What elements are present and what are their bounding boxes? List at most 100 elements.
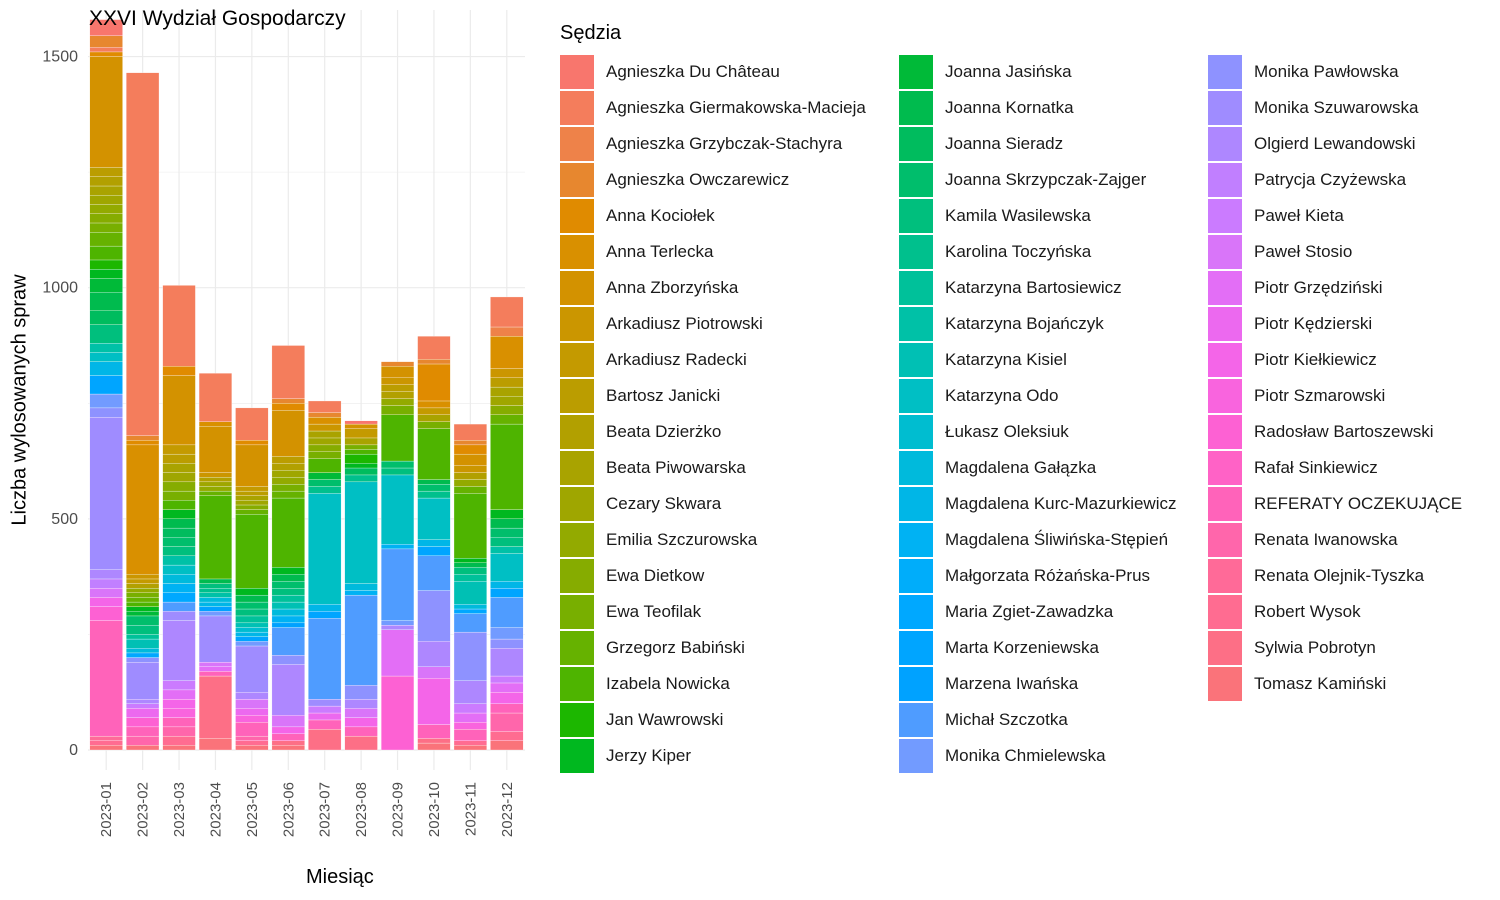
bar-segment	[490, 682, 524, 693]
bar-segment	[89, 740, 123, 746]
legend-label: Agnieszka Grzybczak-Stachyra	[606, 134, 843, 153]
bar-segment	[344, 423, 378, 429]
legend-item: Michał Szczotka	[899, 702, 1068, 738]
legend-label: Paweł Kieta	[1254, 206, 1344, 225]
bar-segment	[308, 611, 342, 619]
bar-segment	[235, 645, 269, 693]
bar-segment	[89, 407, 123, 418]
legend-key	[560, 163, 594, 197]
legend-key	[899, 595, 933, 629]
bar-segment	[344, 481, 378, 584]
legend-label: Arkadiusz Radecki	[606, 350, 747, 369]
legend-label: Renata Iwanowska	[1254, 530, 1398, 549]
legend-label: Jan Wawrowski	[606, 710, 724, 729]
bar-segment	[162, 708, 196, 718]
legend-key	[899, 91, 933, 125]
bar-segment	[453, 444, 487, 455]
legend-item: Sylwia Pobrotyn	[1208, 630, 1376, 666]
legend-item: Arkadiusz Radecki	[560, 342, 747, 378]
bar-segment	[490, 692, 524, 704]
bar-segment	[453, 574, 487, 582]
legend-item: Renata Olejnik-Tyszka	[1208, 558, 1424, 594]
bar-segment	[417, 490, 451, 499]
legend-key	[899, 163, 933, 197]
bar-segment	[490, 423, 524, 510]
x-tick-label: 2023-11	[462, 782, 479, 836]
bar-segment	[126, 717, 160, 728]
legend-key	[560, 739, 594, 773]
legend-key	[560, 415, 594, 449]
legend-key	[1208, 235, 1242, 269]
bar-segment	[162, 444, 196, 455]
bar-segment	[162, 717, 196, 728]
bar-segment	[235, 615, 269, 624]
bar-segment	[162, 518, 196, 529]
legend-item: Magdalena Śliwińska-Stępień	[899, 522, 1168, 558]
legend-item: Jerzy Kiper	[560, 738, 691, 774]
legend-key	[899, 739, 933, 773]
bar-segment	[126, 588, 160, 593]
bar-segment	[89, 222, 123, 233]
legend-key	[560, 343, 594, 377]
bar-segment	[162, 509, 196, 520]
bar-segment	[453, 745, 487, 751]
bar-segment	[490, 597, 524, 628]
bar-segment	[198, 588, 232, 593]
legend-key	[560, 55, 594, 89]
legend-item: Jan Wawrowski	[560, 702, 723, 738]
bar-segment	[271, 456, 305, 464]
bar-segment	[162, 726, 196, 737]
bar-segment	[308, 412, 342, 418]
x-tick-label: 2023-10	[426, 782, 443, 837]
legend-label: REFERATY OCZEKUJĄCE	[1254, 494, 1463, 513]
bar-segment	[235, 500, 269, 506]
bar-segment	[198, 583, 232, 589]
x-tick-label: 2023-09	[390, 782, 407, 837]
bar-segment	[126, 698, 160, 704]
bar-segment	[490, 396, 524, 406]
legend-label: Izabela Nowicka	[606, 674, 730, 693]
bar-segment	[381, 361, 415, 367]
legend-label: Joanna Skrzypczak-Zajger	[945, 170, 1147, 189]
legend-item: Monika Pawłowska	[1208, 54, 1399, 90]
x-tick-label: 2023-06	[280, 782, 297, 837]
bar-segment	[198, 481, 232, 487]
bar-segment	[490, 414, 524, 425]
bar-segment	[235, 735, 269, 741]
legend-item: Karolina Toczyńska	[899, 234, 1091, 270]
bar-segment	[126, 440, 160, 446]
legend-item: Katarzyna Odo	[899, 378, 1058, 414]
legend-label: Anna Terlecka	[606, 242, 714, 261]
bar-segment	[89, 176, 123, 187]
bar-segment	[126, 615, 160, 626]
legend-key	[560, 703, 594, 737]
bar-segment	[126, 444, 160, 575]
bar-segment	[344, 590, 378, 596]
bar-segment	[453, 703, 487, 714]
legend-label: Marzena Iwańska	[945, 674, 1079, 693]
legend-key	[1208, 127, 1242, 161]
bar-segment	[198, 578, 232, 584]
bar-segment	[344, 420, 378, 425]
bar-segment	[453, 712, 487, 723]
bar-segment	[417, 497, 451, 540]
bar-segment	[417, 359, 451, 365]
bar-segment	[89, 19, 123, 36]
legend-key	[899, 271, 933, 305]
legend-key	[560, 235, 594, 269]
bar-segment	[344, 474, 378, 483]
bar-segment	[490, 405, 524, 415]
bar-segment	[235, 740, 269, 746]
bar-segment	[271, 567, 305, 575]
bar-segment	[417, 414, 451, 422]
bar-segment	[89, 361, 123, 376]
legend-item: Anna Kociołek	[560, 198, 715, 234]
bar-segment	[126, 625, 160, 635]
bar-segment	[490, 386, 524, 397]
bar-segment	[490, 712, 524, 732]
bar-segment	[417, 546, 451, 556]
legend-key	[899, 127, 933, 161]
bar-segment	[126, 657, 160, 663]
legend-label: Karolina Toczyńska	[945, 242, 1092, 261]
